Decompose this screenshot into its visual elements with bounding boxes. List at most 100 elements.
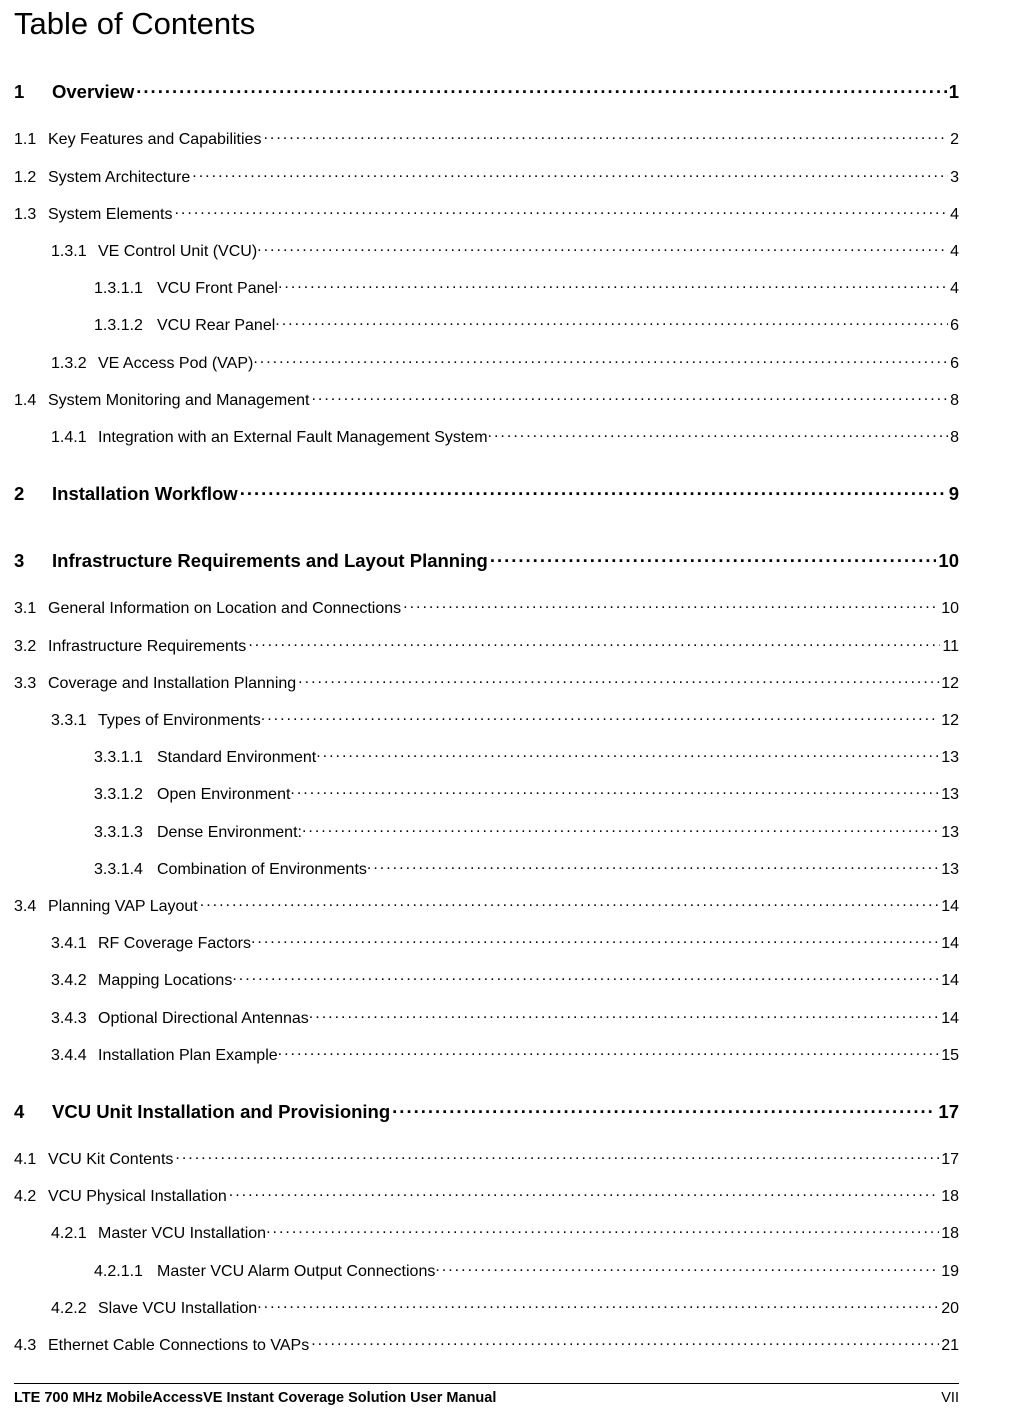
toc-entry[interactable]: 1.4.1Integration with an External Fault … [51, 423, 959, 447]
toc-entry-page: 11 [942, 638, 959, 656]
toc-entry[interactable]: 1.4System Monitoring and Management8 [14, 386, 959, 410]
toc-entry[interactable]: 3.3.1.4Combination of Environments 13 [94, 855, 959, 879]
toc-entry[interactable]: 1.3.1.2VCU Rear Panel6 [94, 311, 959, 335]
toc-entry[interactable]: 3.2Infrastructure Requirements 11 [14, 631, 959, 655]
toc-entry[interactable]: 4.1VCU Kit Contents17 [14, 1145, 959, 1169]
toc-entry-number: 1.3.1.2 [94, 317, 157, 335]
toc-entry[interactable]: 4.2.2Slave VCU Installation20 [51, 1294, 959, 1318]
toc-entry-label: Integration with an External Fault Manag… [98, 429, 488, 447]
toc-entry[interactable]: 4.2.1Master VCU Installation18 [51, 1219, 959, 1243]
toc-entry[interactable]: 3.3Coverage and Installation Planning12 [14, 669, 959, 693]
footer-page-number: VII [941, 1390, 959, 1406]
footer-rule [14, 1383, 959, 1384]
toc-entry-number: 1.1 [14, 131, 48, 149]
toc-leader-dots [392, 1096, 936, 1118]
toc-entry-page: 12 [941, 712, 959, 730]
toc-entry-label: VE Access Pod (VAP) [98, 355, 253, 373]
toc-entry[interactable]: 1.3.1VE Control Unit (VCU)4 [51, 237, 959, 261]
toc-entry-page: 4 [950, 280, 959, 298]
toc-entry-page: 4 [950, 243, 959, 261]
toc-entry-label: Slave VCU Installation [98, 1300, 257, 1318]
toc-entry[interactable]: 3.4.4Installation Plan Example15 [51, 1041, 959, 1065]
toc-entry[interactable]: 3.3.1.1Standard Environment13 [94, 743, 959, 767]
toc-leader-dots [200, 892, 939, 911]
toc-entry[interactable]: 1.3.1.1VCU Front Panel 4 [94, 274, 959, 298]
toc-entry-number: 3.4 [14, 898, 48, 916]
toc-entry-number: 1.3 [14, 206, 48, 224]
toc-entry-number: 3.3.1.2 [94, 786, 157, 804]
toc-entry-page: 14 [941, 935, 959, 953]
toc-entry[interactable]: 3.3.1.3Dense Environment: 13 [94, 817, 959, 841]
toc-entry-number: 1.4.1 [51, 429, 98, 447]
toc-entry[interactable]: 3.3.1.2Open Environment13 [94, 780, 959, 804]
toc-entry-number: 3.3.1.4 [94, 861, 157, 879]
table-of-contents: 1Overview1 1.1Key Features and Capabiliti… [14, 76, 959, 1355]
toc-entry-page: 13 [941, 861, 959, 879]
toc-entry-number: 3.3.1.3 [94, 824, 157, 842]
toc-entry[interactable]: 3.4Planning VAP Layout14 [14, 892, 959, 916]
toc-entry-label: Key Features and Capabilities [48, 131, 261, 149]
toc-entry[interactable]: 3.3.1Types of Environments12 [51, 706, 959, 730]
toc-leader-dots [278, 274, 948, 293]
toc-entry-number: 3.2 [14, 638, 48, 656]
toc-entry-label: Combination of Environments [157, 861, 367, 879]
toc-entry-number: 1.3.1.1 [94, 280, 157, 298]
toc-entry[interactable]: 3Infrastructure Requirements and Layout … [14, 545, 959, 572]
toc-entry-label: Dense Environment: [157, 824, 302, 842]
toc-leader-dots [248, 631, 940, 650]
toc-entry-number: 3.3.1.1 [94, 749, 157, 767]
toc-entry-page: 21 [941, 1337, 959, 1355]
toc-leader-dots [136, 76, 946, 98]
toc-entry[interactable]: 3.4.1RF Coverage Factors14 [51, 929, 959, 953]
toc-entry[interactable]: 3.4.2Mapping Locations14 [51, 966, 959, 990]
toc-entry-label: VCU Physical Installation [48, 1188, 227, 1206]
toc-entry-page: 6 [950, 317, 959, 335]
toc-entry-label: Standard Environment [157, 749, 316, 767]
toc-leader-dots [278, 1041, 940, 1060]
toc-leader-dots [229, 1182, 939, 1201]
toc-entry[interactable]: 4.2VCU Physical Installation18 [14, 1182, 959, 1206]
toc-entry[interactable]: 4.3Ethernet Cable Connections to VAPs21 [14, 1331, 959, 1355]
toc-entry-label: VCU Front Panel [157, 280, 278, 298]
toc-leader-dots [290, 780, 939, 799]
toc-leader-dots [311, 1331, 939, 1350]
toc-entry-label: System Architecture [48, 169, 190, 187]
toc-leader-dots [192, 162, 948, 181]
toc-entry-number: 3.3 [14, 675, 48, 693]
toc-leader-dots [298, 669, 939, 688]
toc-entry-number: 4.2 [14, 1188, 48, 1206]
toc-entry-number: 3.4.1 [51, 935, 98, 953]
toc-entry-page: 8 [950, 429, 959, 447]
toc-entry-label: System Monitoring and Management [48, 392, 309, 410]
toc-entry[interactable]: 1.3.2VE Access Pod (VAP)6 [51, 348, 959, 372]
toc-entry-number: 3 [14, 550, 52, 572]
toc-entry-label: Infrastructure Requirements [48, 638, 246, 656]
toc-entry-number: 4.2.1.1 [94, 1263, 157, 1281]
toc-entry-number: 3.4.3 [51, 1010, 98, 1028]
toc-entry[interactable]: 2Installation Workflow9 [14, 478, 959, 505]
toc-entry[interactable]: 3.4.3Optional Directional Antennas14 [51, 1003, 959, 1027]
toc-entry[interactable]: 4.2.1.1Master VCU Alarm Output Connectio… [94, 1256, 959, 1280]
toc-leader-dots [316, 743, 939, 762]
page-title: Table of Contents [14, 6, 959, 42]
toc-leader-dots [253, 348, 948, 367]
toc-leader-dots [240, 478, 947, 500]
toc-entry-page: 1 [949, 81, 959, 103]
toc-leader-dots [311, 386, 948, 405]
toc-leader-dots [490, 545, 937, 567]
toc-entry-label: Open Environment [157, 786, 290, 804]
toc-entry-page: 14 [941, 1010, 959, 1028]
toc-entry[interactable]: 1.3System Elements4 [14, 200, 959, 224]
toc-entry-number: 4.2.1 [51, 1225, 98, 1243]
toc-entry-page: 17 [941, 1151, 959, 1169]
toc-entry[interactable]: 1.1Key Features and Capabilities2 [14, 125, 959, 149]
toc-entry[interactable]: 4VCU Unit Installation and Provisioning1… [14, 1096, 959, 1123]
toc-entry[interactable]: 1Overview1 [14, 76, 959, 103]
toc-entry-page: 10 [938, 550, 959, 572]
toc-entry-page: 6 [950, 355, 959, 373]
toc-entry[interactable]: 3.1General Information on Location and C… [14, 594, 959, 618]
toc-entry-page: 13 [941, 824, 959, 842]
toc-entry[interactable]: 1.2System Architecture3 [14, 162, 959, 186]
toc-leader-dots [174, 200, 948, 219]
toc-leader-dots [266, 1219, 939, 1238]
